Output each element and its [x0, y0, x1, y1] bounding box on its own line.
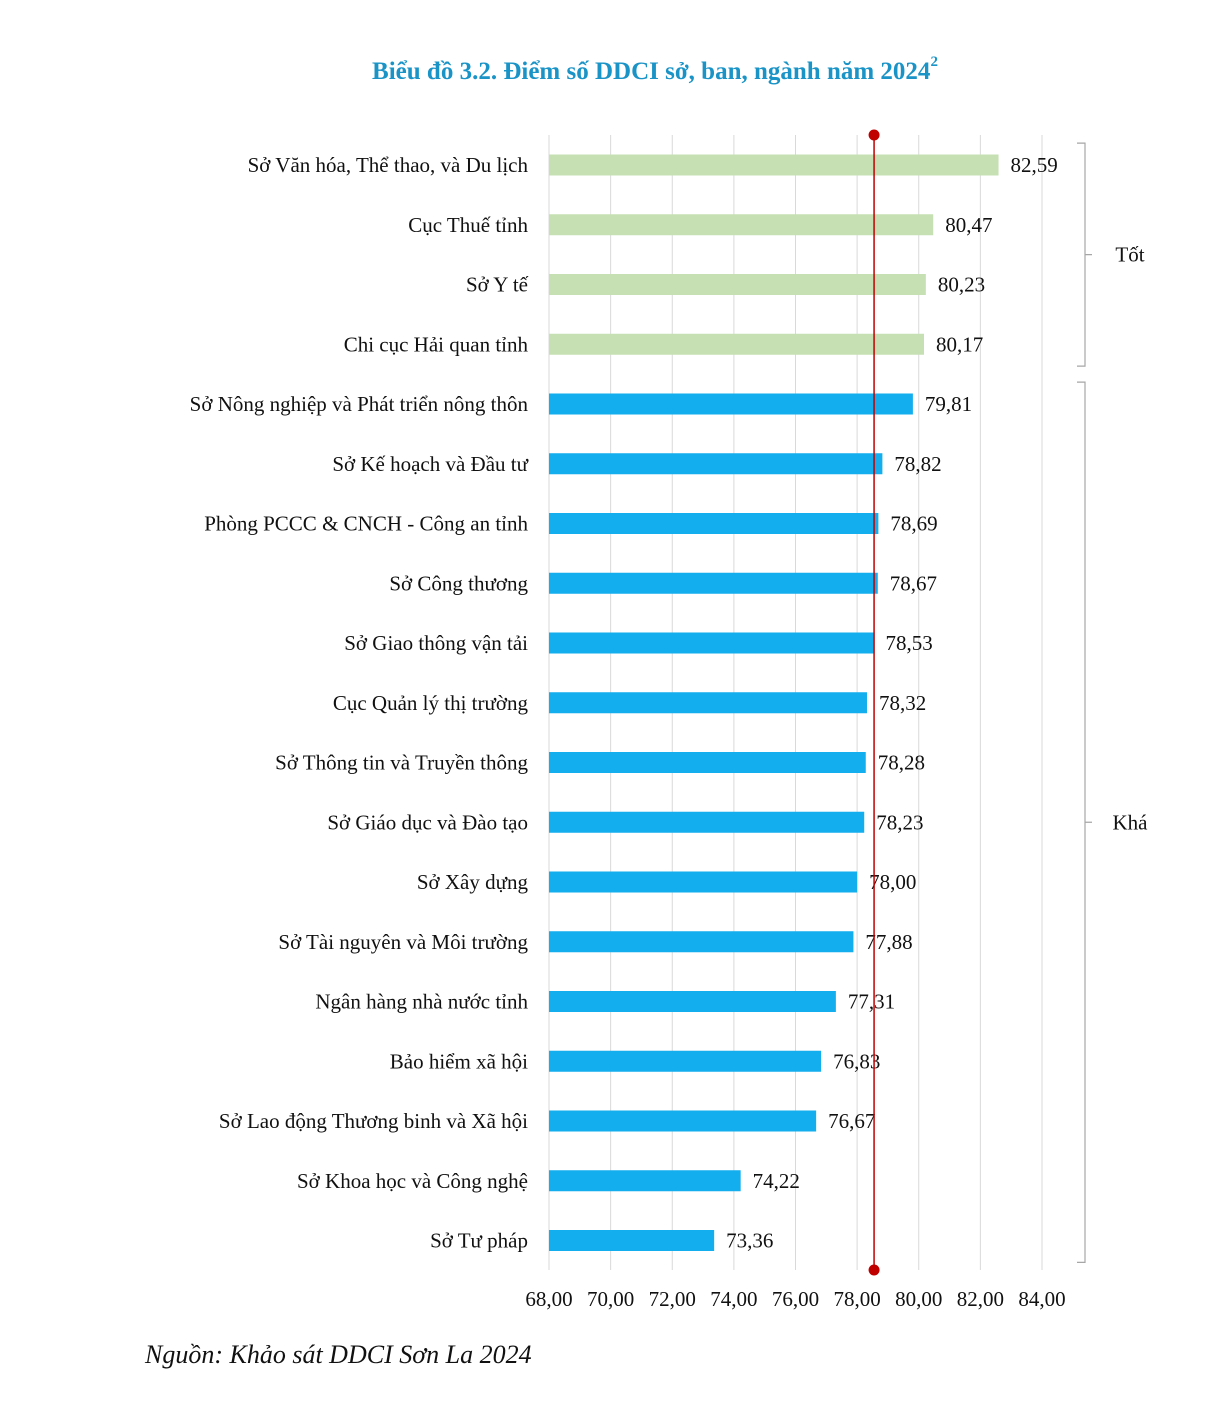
data-label: 78,00 [869, 870, 916, 894]
data-label: 74,22 [753, 1169, 800, 1193]
data-label: 78,69 [890, 512, 937, 536]
bar [549, 333, 924, 355]
category-label: Sở Giao thông vận tải [344, 631, 528, 655]
x-tick-label: 78,00 [834, 1287, 881, 1311]
bar [549, 572, 878, 594]
bar [549, 632, 874, 654]
data-label: 77,88 [865, 930, 912, 954]
category-label: Sở Công thương [389, 571, 528, 595]
title-footnote: 2 [930, 53, 938, 70]
reference-dot-bottom [868, 1264, 880, 1276]
data-label: 73,36 [726, 1229, 773, 1253]
data-label: 78,67 [890, 571, 937, 595]
bar [549, 931, 854, 953]
x-tick-label: 84,00 [1018, 1287, 1065, 1311]
x-tick-label: 80,00 [895, 1287, 942, 1311]
data-label: 78,53 [885, 631, 932, 655]
bar [549, 991, 836, 1012]
x-tick-label: 68,00 [525, 1287, 572, 1311]
x-tick-label: 72,00 [649, 1287, 696, 1311]
grid-lines [548, 135, 1043, 1270]
x-tick-label: 74,00 [710, 1287, 757, 1311]
group-label: Khá [1113, 810, 1149, 834]
reference-line [868, 129, 880, 1276]
chart-title: Biểu đồ 3.2. Điểm số DDCI sở, ban, ngành… [0, 54, 1228, 86]
bar [549, 1170, 741, 1192]
category-label: Cục Thuế tỉnh [408, 213, 528, 237]
x-tick-label: 76,00 [772, 1287, 819, 1311]
data-label: 80,17 [936, 332, 983, 356]
chart-title-text: Biểu đồ 3.2. Điểm số DDCI sở, ban, ngành… [372, 58, 931, 85]
x-tick-label: 70,00 [587, 1287, 634, 1311]
bar [549, 752, 866, 773]
data-label: 79,81 [925, 392, 972, 416]
category-label: Chi cục Hải quan tỉnh [344, 332, 529, 356]
category-label: Sở Y tế [466, 273, 529, 297]
data-label: 78,32 [879, 691, 926, 715]
category-label: Sở Lao động Thương binh và Xã hội [219, 1109, 528, 1133]
bar [549, 274, 926, 295]
data-label: 80,47 [945, 213, 992, 237]
bar [549, 1050, 822, 1072]
bar [549, 1230, 715, 1251]
data-label: 76,67 [828, 1109, 875, 1133]
category-label: Phòng PCCC & CNCH - Công an tỉnh [204, 512, 528, 536]
value-labels: 82,59 80,47 80,23 80,17 79,81 78,82 78,69 78,67… [726, 153, 1058, 1253]
bar [549, 214, 934, 236]
category-label: Sở Nông nghiệp và Phát triển nông thôn [190, 392, 529, 416]
bar [549, 513, 879, 534]
data-label: 78,82 [894, 452, 941, 476]
x-tick-label: 82,00 [957, 1287, 1004, 1311]
category-label: Sở Tài nguyên và Môi trường [278, 930, 528, 954]
reference-dot-top [868, 129, 880, 141]
category-label: Sở Tư pháp [430, 1229, 528, 1253]
bar [549, 154, 999, 176]
data-label: 78,23 [876, 810, 923, 834]
category-label: Ngân hàng nhà nước tỉnh [315, 990, 528, 1014]
category-label: Sở Khoa học và Công nghệ [297, 1169, 528, 1193]
source-note: Nguồn: Khảo sát DDCI Sơn La 2024 [145, 1340, 532, 1369]
category-label: Sở Giáo dục và Đào tạo [327, 810, 528, 834]
category-label: Sở Kế hoạch và Đầu tư [332, 452, 528, 476]
category-labels: Sở Văn hóa, Thể thao, và Du lịch Cục Thuế… [190, 153, 529, 1253]
category-label: Sở Thông tin và Truyền thông [275, 751, 528, 775]
x-axis-ticks: 68,00 70,00 72,00 74,00 76,00 78,00 80,00 82,00… [525, 1287, 1065, 1311]
group-label: Tốt [1115, 243, 1144, 267]
data-label: 82,59 [1011, 153, 1058, 177]
bars [549, 154, 999, 1251]
data-label: 77,31 [848, 990, 895, 1014]
group-bracket [1077, 381, 1092, 1263]
group-brackets: Tốt Khá [1077, 142, 1149, 1263]
data-label: 76,83 [833, 1049, 880, 1073]
bar [549, 871, 858, 893]
category-label: Sở Văn hóa, Thể thao, và Du lịch [248, 153, 529, 177]
bar [549, 453, 883, 475]
bar [549, 393, 913, 415]
bar [549, 811, 865, 833]
data-label: 78,28 [878, 751, 925, 775]
category-label: Sở Xây dựng [417, 870, 529, 894]
category-label: Bảo hiểm xã hội [390, 1049, 528, 1073]
category-label: Cục Quản lý thị trường [333, 691, 529, 715]
bar [549, 692, 867, 714]
bar [549, 1110, 817, 1132]
group-bracket [1077, 142, 1092, 367]
data-label: 80,23 [938, 273, 985, 297]
